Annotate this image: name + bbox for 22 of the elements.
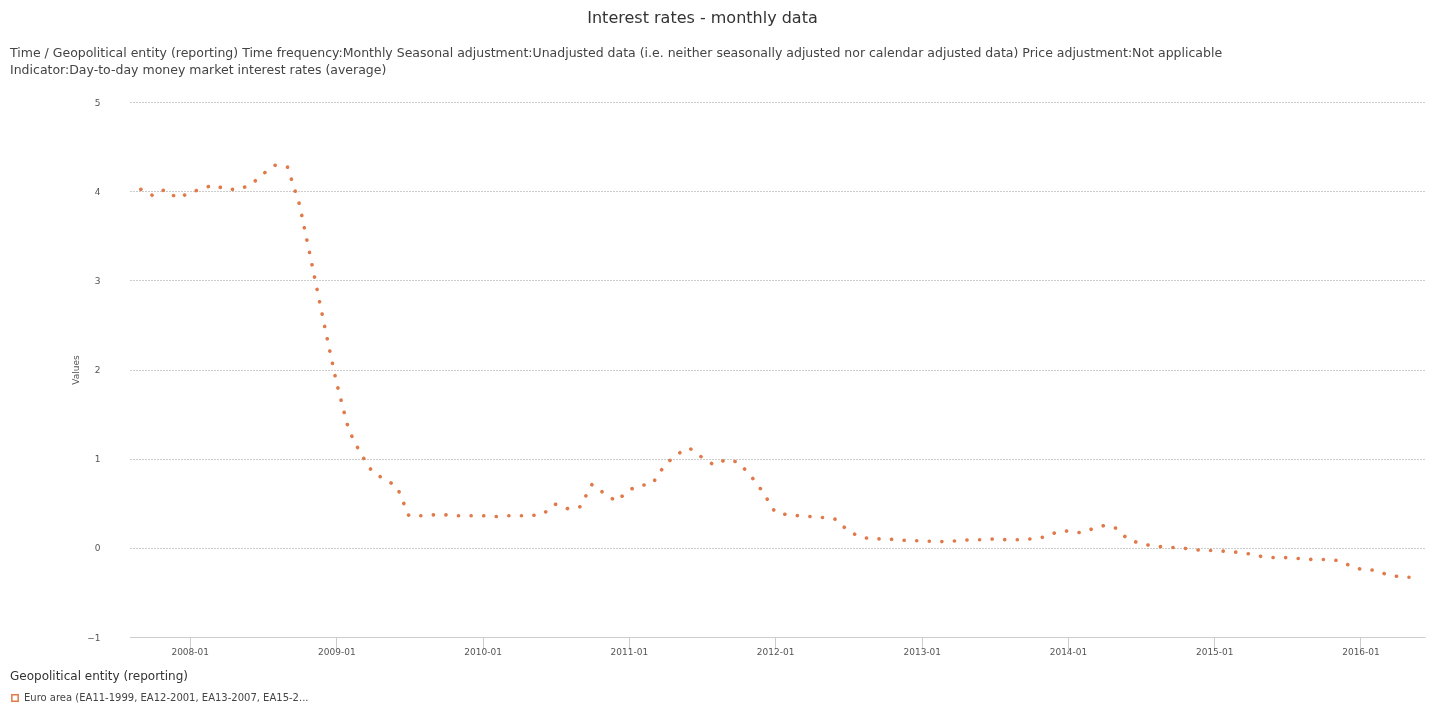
x-tick-label: 2014-01: [1049, 646, 1088, 657]
y-tick-label: 2: [94, 365, 101, 375]
chart-subtitle: Time / Geopolitical entity (reporting) Time frequency:Monthly Seasonal adjustment:Unadjusted data (i.e. neither seasonally adjusted nor calendar adjusted data) Price adjustment:Not applicable Indicator:Day-to-day money market interest rates (average): [10, 44, 1224, 78]
y-tick-label: 3: [94, 275, 101, 286]
y-tick-label: 4: [94, 186, 101, 197]
x-tick-label: 2010-01: [464, 646, 502, 657]
x-tick-label: 2016-01: [1342, 646, 1380, 657]
y-tick-label: −1: [87, 632, 101, 643]
x-tick-label: 2009-01: [318, 646, 356, 657]
y-tick-label: 0: [94, 543, 101, 554]
y-tick-label: 1: [94, 454, 101, 465]
y-axis-title: Values: [71, 354, 82, 385]
line-series: [139, 163, 1411, 580]
x-tick-label: 2011-01: [610, 646, 649, 657]
y-tick-label: 5: [94, 97, 101, 108]
x-tick-label: 2013-01: [903, 646, 942, 657]
x-tick-label: 2015-01: [1195, 646, 1234, 657]
legend-label: Euro area (EA11-1999, EA12-2001, EA13-2007, EA15-2...: [24, 692, 309, 703]
legend-title: Geopolitical entity (reporting): [10, 669, 189, 683]
chart-title: Interest rates - monthly data: [586, 8, 819, 27]
x-tick-label: 2008-01: [171, 646, 210, 657]
x-tick-label: 2012-01: [756, 646, 795, 657]
